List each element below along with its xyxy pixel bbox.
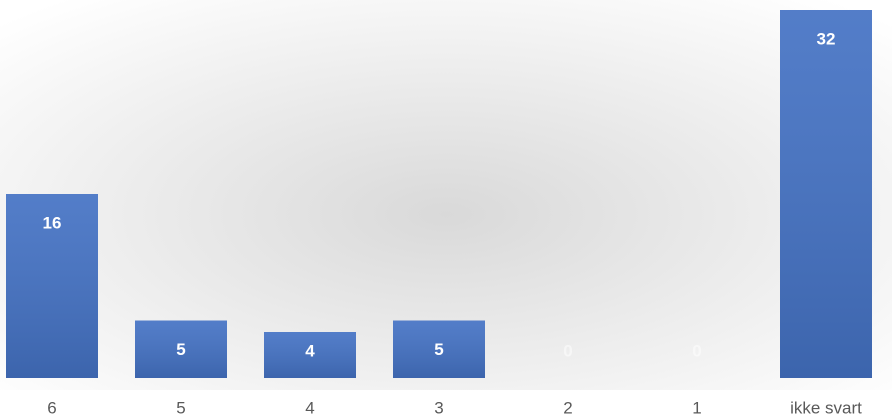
x-tick-label: 4	[305, 398, 314, 417]
data-label: 32	[817, 29, 836, 48]
data-label: 4	[305, 341, 315, 360]
x-tick-label: 5	[176, 398, 185, 417]
footer-background	[0, 390, 892, 420]
bar-shade	[780, 10, 872, 378]
data-label: 5	[434, 340, 443, 359]
data-label: 5	[176, 340, 185, 359]
x-tick-label: 2	[563, 398, 572, 417]
x-tick-label: 6	[47, 398, 56, 417]
bar-shade	[6, 194, 98, 378]
x-tick-label: 1	[692, 398, 701, 417]
data-label: 0	[692, 341, 701, 360]
x-tick-label: 3	[434, 398, 443, 417]
x-tick-label: ikke svart	[790, 398, 862, 417]
data-label: 0	[563, 341, 572, 360]
data-label: 16	[43, 213, 62, 232]
bar-shade	[264, 332, 356, 378]
bar-shade	[393, 320, 485, 378]
bar-shade	[135, 320, 227, 378]
